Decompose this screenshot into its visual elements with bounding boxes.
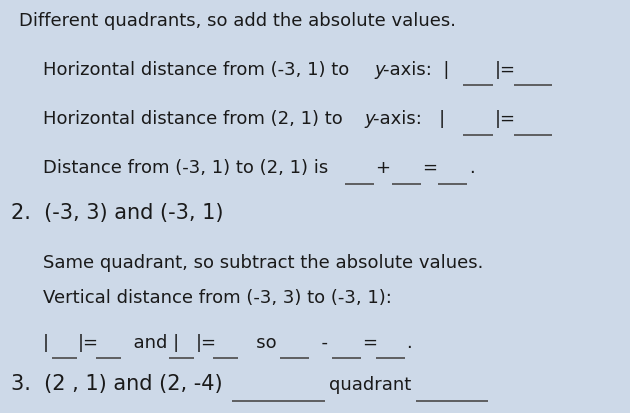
Text: Horizontal distance from (2, 1) to: Horizontal distance from (2, 1) to — [43, 110, 348, 128]
Text: Same quadrant, so subtract the absolute values.: Same quadrant, so subtract the absolute … — [43, 254, 483, 272]
Text: 2.  (-3, 3) and (-3, 1): 2. (-3, 3) and (-3, 1) — [11, 203, 224, 223]
Text: =: = — [422, 159, 437, 177]
Text: Vertical distance from (-3, 3) to (-3, 1):: Vertical distance from (-3, 3) to (-3, 1… — [43, 288, 392, 306]
Text: .: . — [406, 333, 412, 351]
Text: quadrant: quadrant — [329, 375, 411, 393]
Text: Distance from (-3, 1) to (2, 1) is: Distance from (-3, 1) to (2, 1) is — [43, 159, 328, 177]
Text: so: so — [239, 333, 277, 351]
Text: |=: |= — [495, 60, 515, 78]
Text: |=: |= — [495, 110, 515, 128]
Text: -: - — [310, 333, 328, 351]
Text: .: . — [469, 159, 474, 177]
Text: -axis:  |: -axis: | — [383, 60, 449, 78]
Text: |=: |= — [78, 333, 99, 351]
Text: Horizontal distance from (-3, 1) to: Horizontal distance from (-3, 1) to — [43, 60, 355, 78]
Text: Different quadrants, so add the absolute values.: Different quadrants, so add the absolute… — [19, 12, 456, 30]
Text: |: | — [43, 333, 49, 351]
Text: y: y — [374, 60, 385, 78]
Text: =: = — [362, 333, 377, 351]
Text: 3.  (2 , 1) and (2, -4): 3. (2 , 1) and (2, -4) — [11, 373, 223, 393]
Text: +: + — [375, 159, 391, 177]
Text: y: y — [364, 110, 375, 128]
Text: and |: and | — [122, 333, 180, 351]
Text: -axis:   |: -axis: | — [373, 110, 445, 128]
Text: |=: |= — [195, 333, 216, 351]
